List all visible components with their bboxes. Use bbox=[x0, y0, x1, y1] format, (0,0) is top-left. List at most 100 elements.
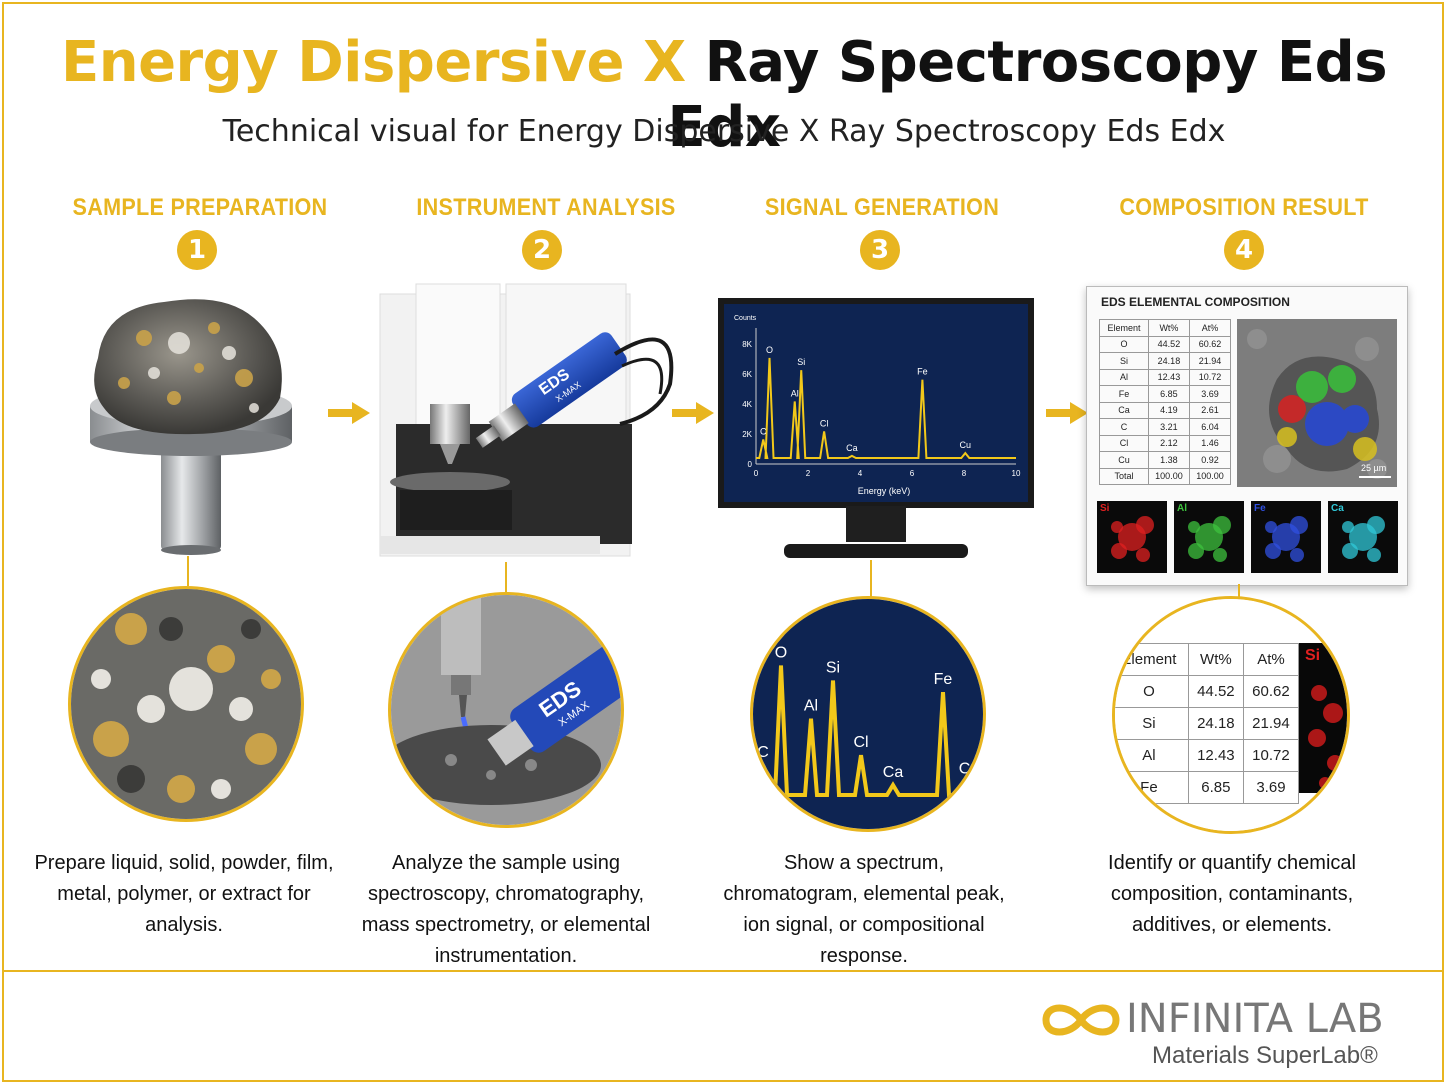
step3-badge: 3 bbox=[860, 230, 900, 270]
table-cell: Total bbox=[1099, 467, 1149, 485]
table-cell: 100.00 bbox=[1147, 467, 1190, 485]
y-tick-label: 0 bbox=[748, 460, 753, 469]
table-cell: 44.52 bbox=[1187, 675, 1244, 708]
zoom-si-map: Si bbox=[1299, 643, 1347, 793]
page-subtitle: Technical visual for Energy Dispersive X… bbox=[222, 114, 1226, 149]
step4-heading: COMPOSITION RESULT bbox=[1119, 194, 1369, 221]
table-cell: 1.38 bbox=[1147, 451, 1190, 469]
element-map-dot bbox=[1367, 548, 1381, 562]
y-tick-label: 2K bbox=[742, 430, 752, 439]
table-header-cell: Element bbox=[1115, 643, 1189, 676]
table-cell: Cl bbox=[1099, 434, 1149, 452]
table-row: Al 12.43 10.72 bbox=[1115, 739, 1300, 772]
table-cell: 21.94 bbox=[1242, 707, 1300, 740]
table-cell: 21.94 bbox=[1188, 352, 1232, 370]
table-header-cell: Element bbox=[1099, 319, 1149, 337]
table-cell: 12.43 bbox=[1187, 739, 1244, 772]
zoom-map-label: Si bbox=[1305, 647, 1321, 664]
table-cell: Fe bbox=[1115, 771, 1189, 804]
y-tick-label: 8K bbox=[742, 340, 752, 349]
y-tick-label: 6K bbox=[742, 370, 752, 379]
zoom-peak-label-ca: Ca bbox=[883, 764, 904, 781]
infinita-lab-logo: INFINITA LAB Materials SuperLab® bbox=[1040, 996, 1400, 1069]
step4-caption: Identify or quantify chemical compositio… bbox=[1108, 852, 1356, 936]
step3-heading: SIGNAL GENERATION bbox=[764, 194, 1000, 221]
element-map-label: Ca bbox=[1331, 503, 1344, 514]
table-cell: Cu bbox=[1099, 451, 1149, 469]
step2-heading: INSTRUMENT ANALYSIS bbox=[416, 194, 676, 221]
table-cell: 6.85 bbox=[1147, 385, 1190, 403]
step2-badge: 2 bbox=[522, 230, 562, 270]
table-row: Fe 6.85 3.69 bbox=[1115, 771, 1300, 804]
x-tick-label: 0 bbox=[754, 469, 759, 478]
table-cell: 60.62 bbox=[1188, 335, 1232, 353]
element-map-label: Si bbox=[1100, 503, 1110, 514]
table-header-cell: Wt% bbox=[1147, 319, 1190, 337]
x-tick-label: 2 bbox=[806, 469, 811, 478]
table-cell: 44.52 bbox=[1147, 335, 1190, 353]
zoom-spectrum-circle: C O Al Si Cl Ca Fe Cu bbox=[750, 596, 986, 832]
element-map-dot bbox=[1342, 543, 1358, 559]
table-row: Si 24.18 21.94 bbox=[1115, 707, 1300, 740]
table-row: Ca 4.19 2.61 bbox=[1099, 401, 1232, 419]
element-map-ca: Ca bbox=[1328, 501, 1398, 573]
table-cell: 100.00 bbox=[1188, 467, 1232, 485]
zoom-peak-label-o: O bbox=[775, 645, 787, 662]
peak-label-cl: Cl bbox=[820, 418, 829, 428]
monitor-stand bbox=[784, 506, 968, 558]
table-row: Fe 6.85 3.69 bbox=[1099, 385, 1232, 403]
element-map-dot bbox=[1213, 548, 1227, 562]
step3-caption: Show a spectrum, chromatogram, elemental… bbox=[723, 852, 1005, 967]
element-map-dot bbox=[1265, 543, 1281, 559]
element-map-dots bbox=[1265, 516, 1308, 562]
title-part2: Ray Spectroscopy Eds Edx bbox=[667, 30, 1388, 160]
element-map-dot bbox=[1111, 543, 1127, 559]
element-map-dot bbox=[1342, 521, 1354, 533]
arrow-right-icon bbox=[1046, 402, 1088, 424]
x-tick-label: 4 bbox=[858, 469, 863, 478]
composition-table: Element Wt% At% O 44.52 60.62 Si 24.18 21.94 Al 12… bbox=[1099, 319, 1232, 485]
table-cell: O bbox=[1115, 675, 1189, 708]
table-row: Cu 1.38 0.92 bbox=[1099, 451, 1232, 469]
table-row: C 3.21 6.04 bbox=[1099, 418, 1232, 436]
element-map-fe: Fe bbox=[1251, 501, 1321, 573]
table-cell: 6.04 bbox=[1188, 418, 1232, 436]
table-row: O 44.52 60.62 bbox=[1115, 675, 1300, 708]
peak-label-o: O bbox=[766, 345, 773, 355]
table-cell: 4.19 bbox=[1147, 401, 1190, 419]
peak-label-si: Si bbox=[797, 357, 805, 367]
element-map-label: Al bbox=[1177, 503, 1187, 514]
table-cell: 2.61 bbox=[1188, 401, 1232, 419]
element-map-dots bbox=[1342, 516, 1385, 562]
table-cell: 3.21 bbox=[1147, 418, 1190, 436]
table-cell: Si bbox=[1099, 352, 1149, 370]
spectrum-ylabel: Counts bbox=[734, 315, 757, 322]
sample-stub-illustration bbox=[90, 299, 292, 555]
table-cell: C bbox=[1099, 418, 1149, 436]
table-cell: 3.69 bbox=[1242, 771, 1300, 804]
step4-badge: 4 bbox=[1224, 230, 1264, 270]
scale-bar-label: 25 µm bbox=[1361, 463, 1386, 473]
element-map-dot bbox=[1367, 516, 1385, 534]
table-cell: 12.43 bbox=[1147, 368, 1190, 386]
connector-line bbox=[870, 560, 872, 600]
connector-line bbox=[1238, 584, 1240, 600]
zoom-instrument-circle: EDS X-MAX bbox=[388, 592, 624, 828]
x-tick-label: 6 bbox=[910, 469, 915, 478]
table-row: Cl 2.12 1.46 bbox=[1099, 434, 1232, 452]
peak-label-cu: Cu bbox=[960, 440, 972, 450]
table-header-cell: At% bbox=[1242, 643, 1300, 676]
infinity-logo-icon bbox=[1042, 1004, 1120, 1036]
element-map-dot bbox=[1290, 548, 1304, 562]
step1-badge: 1 bbox=[177, 230, 217, 270]
element-map-dot bbox=[1265, 521, 1277, 533]
table-cell: Al bbox=[1115, 739, 1189, 772]
table-cell: O bbox=[1099, 335, 1149, 353]
table-row: Al 12.43 10.72 bbox=[1099, 368, 1232, 386]
y-tick-label: 4K bbox=[742, 400, 752, 409]
zoom-peak-label-fe: Fe bbox=[934, 671, 953, 688]
title-part1: Energy Dispersive X bbox=[60, 30, 686, 95]
element-map-dot bbox=[1213, 516, 1231, 534]
table-cell: 10.72 bbox=[1242, 739, 1300, 772]
peak-label-c: C bbox=[760, 427, 767, 437]
